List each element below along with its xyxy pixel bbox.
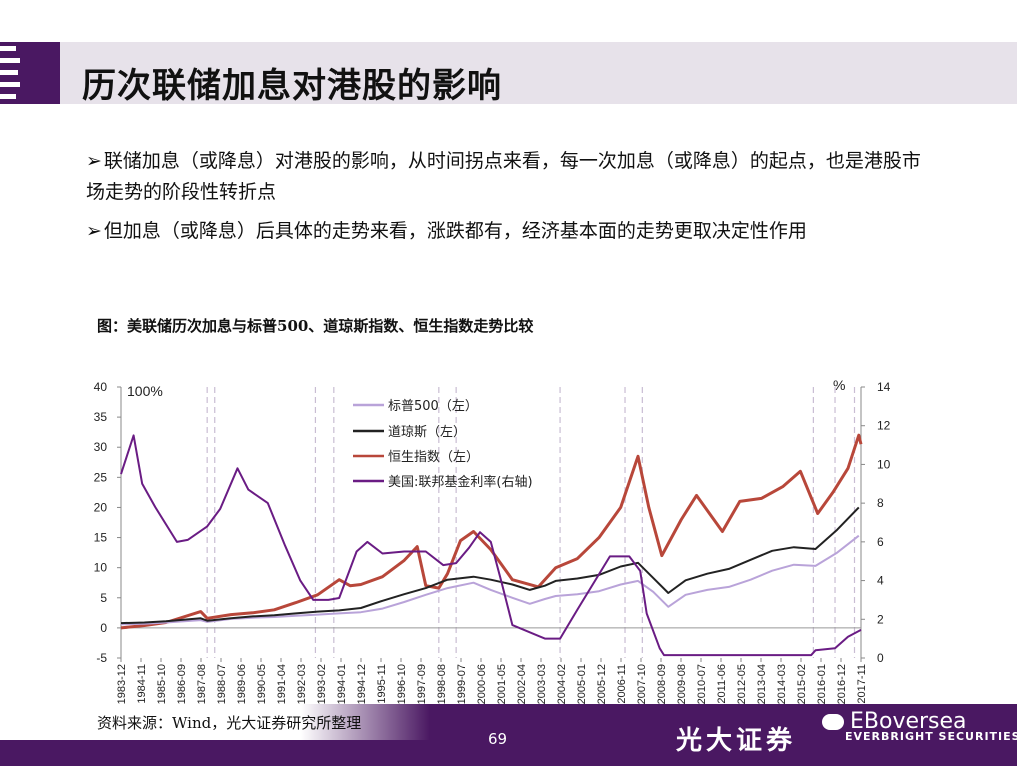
legend-label-0: 标普500（左） bbox=[388, 399, 478, 414]
right-tick-label-1: 2 bbox=[877, 612, 884, 626]
x-tick-label-23: 2005-01 bbox=[576, 664, 588, 704]
left-tick-label-9: 40 bbox=[94, 380, 108, 394]
left-tick-label-0: -5 bbox=[96, 651, 107, 665]
x-tick-label-35: 2016-01 bbox=[816, 664, 828, 704]
x-tick-label-10: 1993-02 bbox=[316, 664, 328, 704]
x-tick-label-18: 2000-06 bbox=[476, 664, 488, 704]
x-tick-label-6: 1989-06 bbox=[236, 664, 248, 704]
right-tick-label-0: 0 bbox=[877, 651, 884, 665]
legend-label-2: 恒生指数（左） bbox=[388, 450, 479, 465]
bullet-2-marker: ➢ bbox=[86, 220, 102, 242]
brand-name-cn: 光大证券 bbox=[676, 726, 797, 756]
series-line-0 bbox=[120, 534, 860, 626]
x-tick-label-11: 1994-01 bbox=[336, 664, 348, 704]
bullet-2: ➢ 但加息（或降息）后具体的走势来看，涨跌都有，经济基本面的走势更取决定性作用 bbox=[86, 216, 936, 247]
right-tick-label-3: 6 bbox=[877, 535, 884, 549]
watermark-text: EBoversea bbox=[850, 709, 967, 734]
x-tick-label-29: 2010-07 bbox=[696, 664, 708, 704]
left-tick-label-7: 30 bbox=[94, 440, 108, 454]
x-tick-label-24: 2005-12 bbox=[596, 664, 608, 704]
x-tick-label-2: 1985-10 bbox=[156, 664, 168, 704]
left-tick-label-2: 5 bbox=[100, 591, 107, 605]
legend-label-1: 道琼斯（左） bbox=[388, 425, 466, 440]
x-tick-label-37: 2017-11 bbox=[856, 664, 868, 704]
legend-label-3: 美国:联邦基金利率(右轴) bbox=[388, 474, 533, 490]
x-tick-label-15: 1997-09 bbox=[416, 664, 428, 704]
right-tick-label-4: 8 bbox=[877, 496, 884, 510]
x-tick-label-27: 2008-09 bbox=[656, 664, 668, 704]
source-note: 资料来源：Wind，光大证券研究所整理 bbox=[97, 714, 362, 732]
left-tick-label-1: 0 bbox=[100, 621, 107, 635]
x-tick-label-22: 2004-02 bbox=[556, 664, 568, 704]
right-unit-label: % bbox=[833, 377, 845, 393]
x-tick-label-20: 2002-04 bbox=[516, 664, 528, 704]
x-tick-label-3: 1986-09 bbox=[176, 664, 188, 704]
x-tick-label-33: 2014-03 bbox=[776, 664, 788, 704]
right-tick-label-6: 12 bbox=[877, 419, 891, 433]
page-number: 69 bbox=[488, 730, 508, 748]
bullet-1: ➢ 联储加息（或降息）对港股的影响，从时间拐点来看，每一次加息（或降息）的起点，也… bbox=[86, 146, 936, 208]
logo-stripes bbox=[0, 42, 60, 104]
x-tick-label-9: 1992-03 bbox=[296, 664, 308, 704]
x-tick-label-5: 1988-07 bbox=[216, 664, 228, 704]
x-tick-label-7: 1990-05 bbox=[256, 664, 268, 704]
slide-title: 历次联储加息对港股的影响 bbox=[82, 66, 502, 106]
right-tick-label-2: 4 bbox=[877, 574, 884, 588]
series-line-2 bbox=[120, 433, 863, 630]
x-tick-label-34: 2015-02 bbox=[796, 664, 808, 704]
right-tick-label-7: 14 bbox=[877, 380, 891, 394]
x-tick-label-31: 2012-05 bbox=[736, 664, 748, 704]
x-tick-label-4: 1987-08 bbox=[196, 664, 208, 704]
chart-caption: 图：美联储历次加息与标普500、道琼斯指数、恒生指数走势比较 bbox=[97, 317, 534, 335]
series-line-1 bbox=[120, 506, 860, 625]
x-tick-label-17: 1999-07 bbox=[456, 664, 468, 704]
left-tick-label-6: 25 bbox=[94, 470, 108, 484]
bullet-1-text: 联储加息（或降息）对港股的影响，从时间拐点来看，每一次加息（或降息）的起点，也是… bbox=[86, 150, 921, 203]
left-unit-label: 100% bbox=[127, 383, 163, 399]
footer-light-band bbox=[0, 704, 430, 740]
x-tick-label-19: 2001-05 bbox=[496, 664, 508, 704]
x-tick-label-26: 2007-10 bbox=[636, 664, 648, 704]
x-tick-label-21: 2003-03 bbox=[536, 664, 548, 704]
bullet-2-text: 但加息（或降息）后具体的走势来看，涨跌都有，经济基本面的走势更取决定性作用 bbox=[103, 220, 807, 242]
right-tick-label-5: 10 bbox=[877, 457, 891, 471]
x-tick-label-25: 2006-11 bbox=[616, 664, 628, 704]
watermark: EBoversea bbox=[822, 709, 967, 734]
left-tick-label-4: 15 bbox=[94, 531, 108, 545]
x-tick-label-1: 1984-11 bbox=[136, 664, 148, 704]
wechat-icon bbox=[822, 714, 844, 730]
x-tick-label-32: 2013-04 bbox=[756, 664, 768, 704]
x-tick-label-36: 2016-12 bbox=[836, 664, 848, 704]
left-tick-label-5: 20 bbox=[94, 500, 108, 514]
x-tick-label-8: 1991-04 bbox=[276, 664, 288, 704]
x-tick-label-28: 2009-08 bbox=[676, 664, 688, 704]
left-tick-label-3: 10 bbox=[94, 561, 108, 575]
x-tick-label-0: 1983-12 bbox=[116, 664, 128, 704]
x-tick-label-30: 2011-06 bbox=[716, 664, 728, 704]
series-line-3 bbox=[120, 434, 862, 657]
x-tick-label-16: 1998-08 bbox=[436, 664, 448, 704]
x-tick-label-14: 1996-10 bbox=[396, 664, 408, 704]
title-bar bbox=[60, 42, 1017, 104]
left-tick-label-8: 35 bbox=[94, 410, 108, 424]
x-tick-label-12: 1994-12 bbox=[356, 664, 368, 704]
x-tick-label-13: 1995-11 bbox=[376, 664, 388, 704]
brand-name-en: EVERBRIGHT SECURITIES bbox=[845, 730, 1017, 743]
bullet-1-marker: ➢ bbox=[86, 150, 102, 172]
